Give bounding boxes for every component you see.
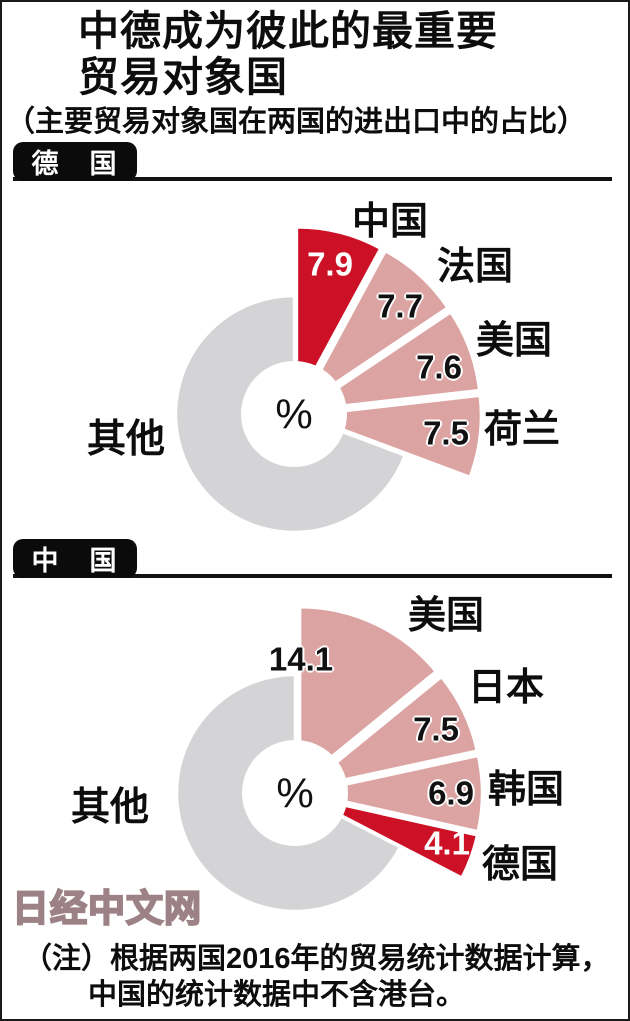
slice-value-3: 7.5 [423,414,469,452]
slice-label-2: 美国 [476,320,553,362]
page-title: 中德成为彼此的最重要 贸易对象国 [78,8,498,100]
slice-label-3: 荷兰 [484,409,561,451]
section-badge-germany: 德 国 [13,142,137,181]
donut-chart-germany: % 7.9 中国 7.7 法国 7.6 美国 7.5 荷兰 其他 [0,195,630,540]
percent-symbol: % [276,770,313,817]
slice-value-2: 7.6 [416,348,462,386]
note-line-1: （注）根据两国2016年的贸易统计数据计算， [23,943,610,975]
others-label: 其他 [71,786,150,829]
slice-value-2: 6.9 [428,774,474,812]
title-line-1: 中德成为彼此的最重要 [78,8,498,54]
donut-svg: % [174,226,483,534]
pie-slice-1 [304,675,479,790]
donut-chart-china: % 14.1 美国 7.5 日本 6.9 韩国 4.1 德国 其他 [0,595,630,930]
pie-slice-0 [295,226,382,404]
pie-slice-0 [298,605,437,784]
percent-symbol: % [275,391,312,438]
slice-label-0: 中国 [352,201,429,243]
donut-svg: % [175,605,484,913]
slice-value-0: 7.9 [307,245,353,283]
pie-slice-2 [304,311,481,412]
section-badge-china: 中 国 [13,539,137,578]
slice-label-1: 日本 [468,667,545,709]
donut-hole [242,740,348,846]
slice-value-0: 14.1 [268,640,334,678]
slice-value-1: 7.7 [377,287,423,325]
slice-value-3: 4.1 [424,824,470,862]
slice-label-3: 德国 [482,844,559,886]
title-line-2: 贸易对象国 [78,54,288,100]
note: （注）根据两国2016年的贸易统计数据计算， 中国的统计数据中不含港台。 [23,941,610,1013]
slice-label-0: 美国 [408,595,485,637]
pie-slice-2 [305,754,484,833]
watermark: 日经中文网 [11,887,202,930]
subtitle: （主要贸易对象国在两国的进出口中的占比） [6,106,587,138]
note-line-2: 中国的统计数据中不含港台。 [88,979,466,1011]
pie-slice-3 [305,795,479,879]
section-divider-germany [13,177,612,181]
slice-label-2: 韩国 [488,769,565,811]
pie-slice-1 [300,249,449,407]
others-label: 其他 [87,418,166,461]
section-divider-china [13,574,612,578]
pie-slice-3 [304,394,483,479]
donut-hole [241,361,347,467]
slice-value-1: 7.5 [413,710,459,748]
slice-label-1: 法国 [437,246,514,288]
